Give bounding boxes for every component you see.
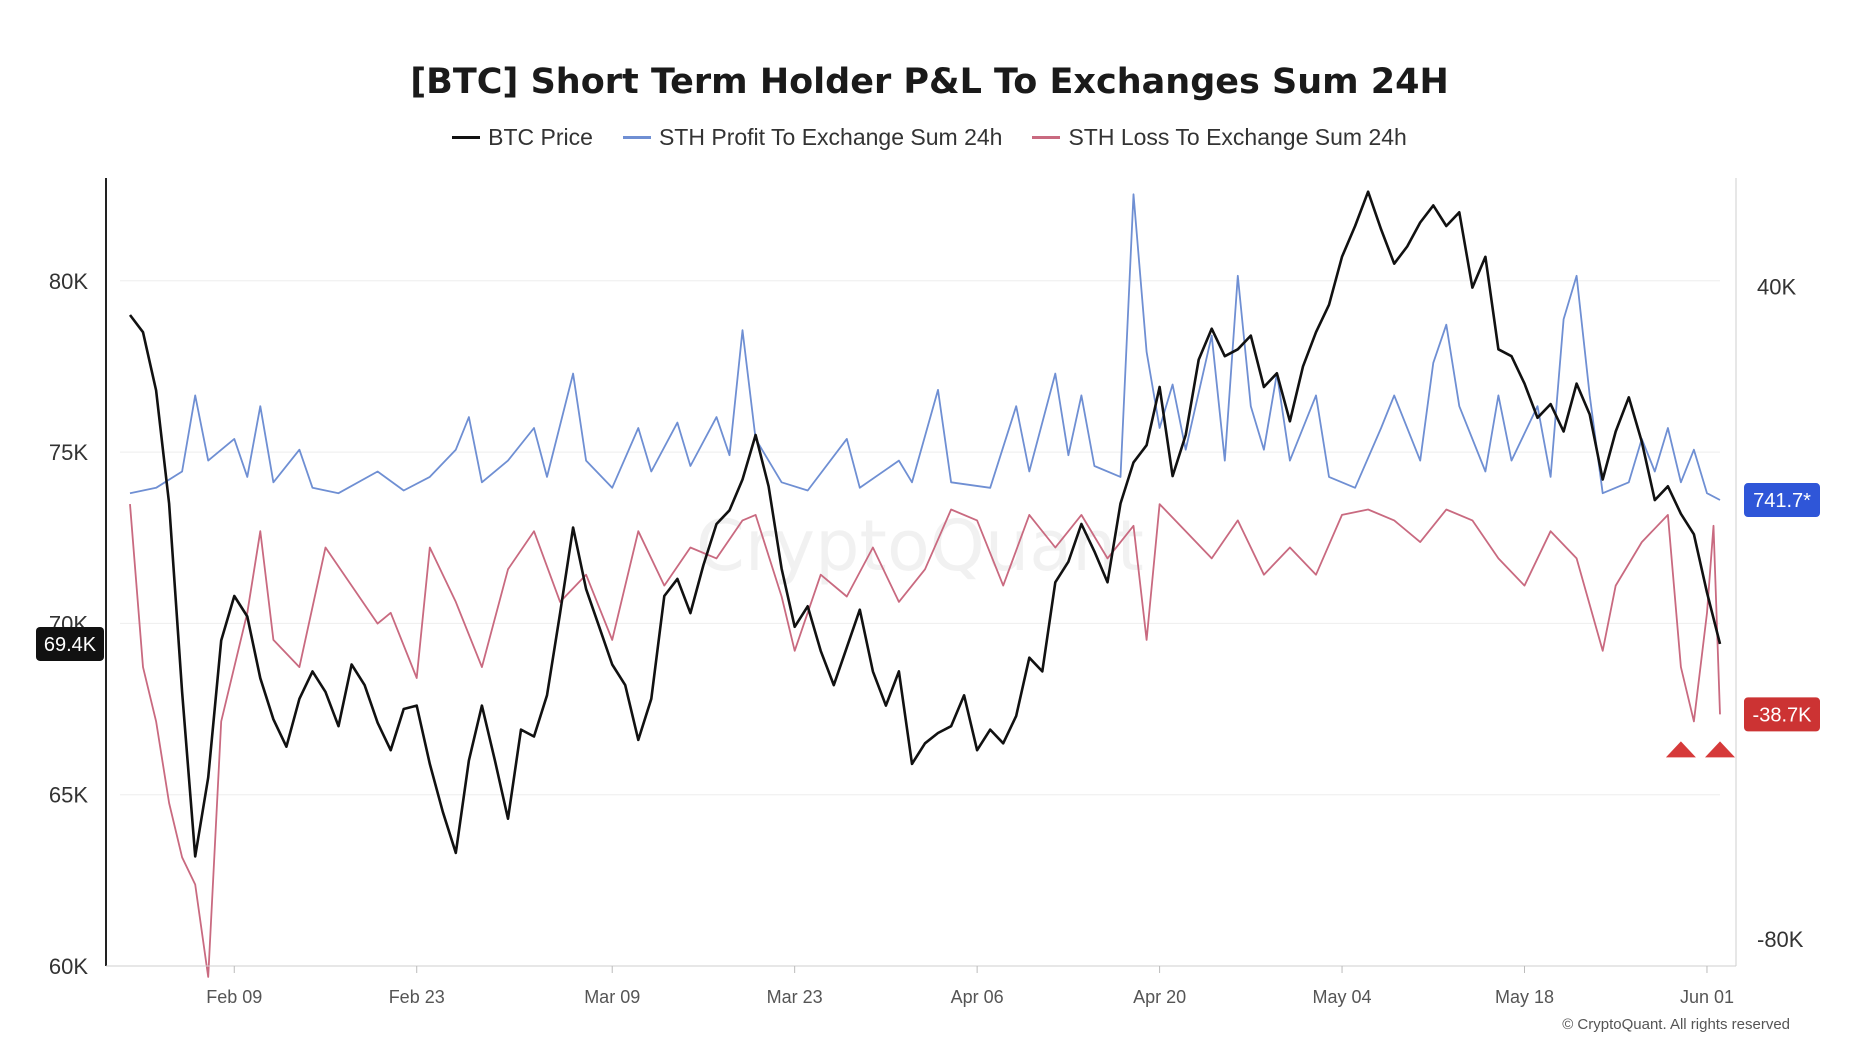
legend-label-btc-price: BTC Price <box>488 124 593 150</box>
y-left-tick-label: 75K <box>49 440 88 465</box>
annotation-markers <box>1665 741 1735 758</box>
x-tick-label: May 18 <box>1495 987 1554 1007</box>
triangle-marker <box>1705 741 1735 758</box>
value-badge <box>1744 483 1820 518</box>
x-tick-label: Apr 06 <box>951 987 1004 1007</box>
value-badge-label: 69.4K <box>44 634 97 656</box>
x-tick-label: Mar 23 <box>767 987 823 1007</box>
x-tick-label: Feb 23 <box>389 987 445 1007</box>
y-left-tick-label: 60K <box>49 954 88 979</box>
legend-swatch-btc-price <box>452 136 481 139</box>
x-tick-label: Feb 09 <box>206 987 262 1007</box>
legend-item-btc-price[interactable]: BTC Price <box>452 124 593 151</box>
watermark: CryptoQuant <box>696 505 1144 587</box>
series-line-1 <box>129 193 1721 501</box>
legend: BTC Price STH Profit To Exchange Sum 24h… <box>0 124 1859 151</box>
y-left-tick-label: 65K <box>49 783 88 808</box>
value-badge <box>1744 697 1820 732</box>
x-tick-label: Apr 20 <box>1133 987 1186 1007</box>
x-tick-label: Jun 01 <box>1680 987 1734 1007</box>
y-axis-right-ticks: -80K 40K <box>1757 275 1804 952</box>
value-badge-label: 741.7* <box>1753 490 1811 512</box>
legend-item-sth-profit[interactable]: STH Profit To Exchange Sum 24h <box>622 124 1003 151</box>
value-badge-label: -38.7K <box>1753 704 1813 726</box>
x-tick-label: Mar 09 <box>584 987 640 1007</box>
series-lines <box>128 190 1722 978</box>
legend-swatch-sth-loss <box>1032 136 1061 139</box>
value-badge <box>36 626 104 661</box>
y-left-tick-label: 80K <box>49 269 88 294</box>
triangle-marker <box>1665 741 1696 758</box>
y-right-tick-label: 40K <box>1757 275 1796 300</box>
legend-label-sth-profit: STH Profit To Exchange Sum 24h <box>658 124 1003 150</box>
legend-label-sth-loss: STH Loss To Exchange Sum 24h <box>1068 124 1407 150</box>
chart-title: [BTC] Short Term Holder P&L To Exchanges… <box>410 62 1449 102</box>
x-axis-ticks: Feb 09 Feb 23 Mar 09 Mar 23 Apr 06 Apr 20 May … <box>206 966 1734 1007</box>
legend-swatch-sth-profit <box>622 136 651 139</box>
copyright-notice: © CryptoQuant. All rights reserved <box>1562 1016 1790 1033</box>
x-tick-label: May 04 <box>1313 987 1372 1007</box>
value-badges: 69.4K 741.7* -38.7K <box>36 483 1820 732</box>
legend-item-sth-loss[interactable]: STH Loss To Exchange Sum 24h <box>1032 124 1407 151</box>
axes <box>105 178 1737 967</box>
y-right-tick-label: -80K <box>1757 927 1804 952</box>
